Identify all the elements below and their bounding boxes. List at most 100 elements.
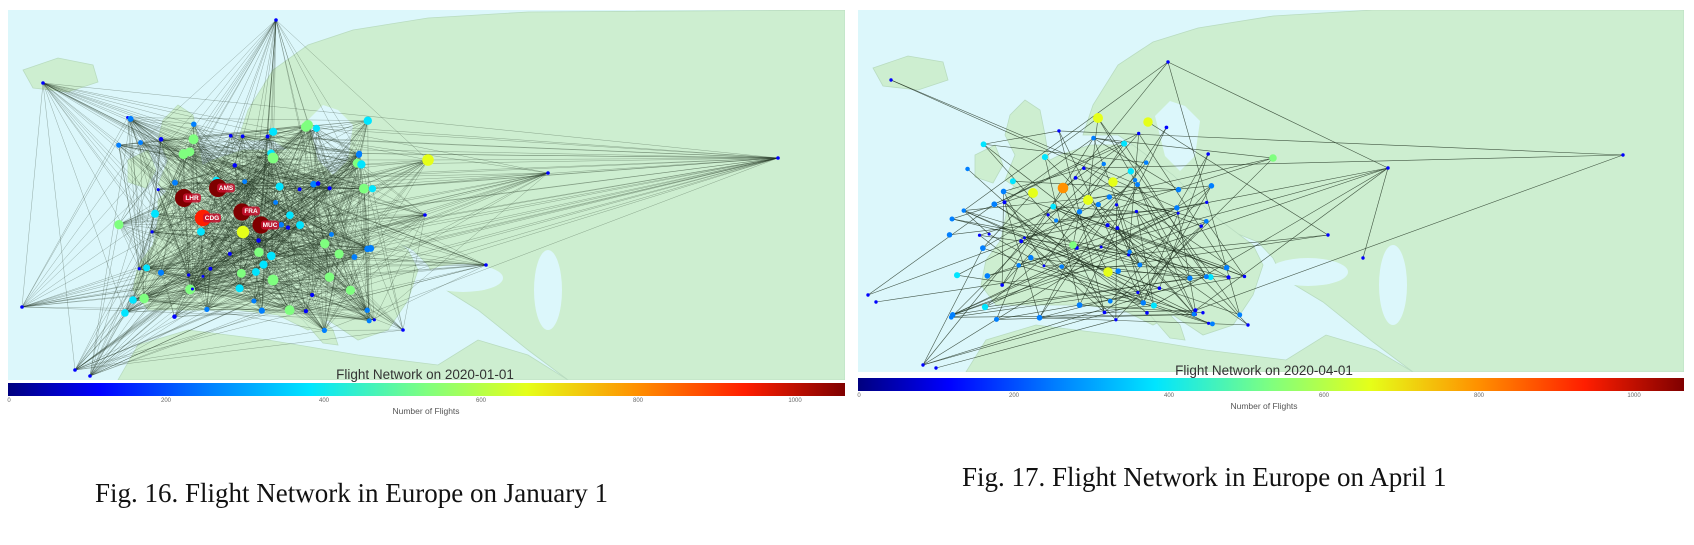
flight-route-1045 — [313, 184, 355, 258]
airport-node-40 — [329, 232, 334, 237]
flight-route-103 — [329, 157, 779, 278]
flight-route-148 — [1039, 204, 1099, 318]
flight-route-377 — [174, 310, 262, 317]
flight-route-1072 — [307, 124, 355, 258]
flight-route-163 — [1062, 187, 1109, 273]
flight-route-116 — [316, 128, 779, 159]
flight-route-114 — [952, 221, 1207, 316]
airport-node-82 — [1132, 177, 1138, 183]
colorbar-tick: 400 — [1163, 393, 1175, 399]
flight-route-1104 — [261, 159, 272, 311]
flight-route-494 — [146, 267, 313, 296]
flight-route-47 — [1137, 184, 1191, 279]
flight-route-66 — [140, 19, 277, 143]
flight-route-132 — [1176, 202, 1207, 209]
airport-node-54 — [965, 166, 970, 172]
flight-route-137 — [354, 256, 487, 266]
hub-label-cdg: CDG — [205, 215, 219, 222]
airport-node-46 — [324, 272, 335, 282]
flight-route-119 — [1117, 227, 1155, 306]
flight-route-143 — [1079, 127, 1167, 306]
airport-node-27 — [1208, 183, 1215, 189]
flight-route-737 — [174, 159, 272, 183]
airport-node-62 — [186, 273, 191, 277]
airport-node-27 — [275, 182, 284, 191]
airport-node-73 — [201, 274, 205, 278]
airport-node-56 — [1134, 209, 1139, 214]
flight-route-107 — [1129, 251, 1141, 266]
flight-route-619 — [202, 136, 243, 277]
flight-route-88 — [985, 276, 1207, 308]
flight-route-149 — [1021, 240, 1160, 289]
flight-routes — [21, 19, 779, 377]
flight-route-1108 — [217, 187, 263, 311]
airport-node-37 — [284, 305, 295, 316]
airport-node-1 — [866, 293, 870, 297]
flight-route-1 — [42, 82, 779, 159]
flight-route-1005 — [118, 145, 185, 199]
flight-route-817 — [329, 164, 362, 278]
flight-route-176 — [74, 288, 193, 371]
flight-route-1121 — [305, 294, 313, 312]
airport-node-71 — [256, 238, 261, 243]
flight-route-122 — [427, 157, 779, 161]
flight-route-834 — [299, 120, 368, 190]
flight-route-764 — [193, 124, 217, 181]
flight-route-121 — [956, 274, 1154, 306]
flight-route-1057 — [206, 187, 219, 310]
flight-route-39 — [1104, 309, 1196, 313]
flight-route-19 — [1147, 121, 1329, 236]
flight-route-397 — [305, 311, 370, 322]
airport-node-74 — [345, 285, 355, 295]
airport-node-65 — [1226, 275, 1231, 280]
flight-route-125 — [951, 163, 1104, 318]
flight-route-955 — [188, 252, 259, 276]
flight-route-997 — [118, 145, 314, 185]
colorbar-tick: 600 — [1318, 393, 1330, 399]
flight-route-134 — [952, 207, 1177, 316]
airport-node-24 — [178, 149, 189, 160]
flight-route-17 — [1195, 154, 1624, 311]
flight-route-949 — [305, 253, 340, 312]
flight-route-1076 — [229, 240, 259, 255]
flight-route-79 — [983, 143, 1147, 163]
flight-route-50 — [956, 196, 1110, 276]
flight-route-126 — [1053, 206, 1137, 212]
flight-route-27 — [42, 82, 429, 161]
flight-route-6 — [922, 61, 1169, 366]
black-sea — [423, 264, 503, 292]
flight-route-13 — [952, 167, 1389, 316]
flight-route-1006 — [118, 145, 244, 233]
airport-node-26 — [278, 221, 284, 228]
airport-node-103 — [1103, 267, 1113, 277]
flight-route-1100 — [229, 183, 319, 254]
flight-route-1133 — [183, 128, 317, 199]
flight-route-842 — [140, 142, 325, 331]
flight-route-71 — [118, 19, 277, 225]
flight-route-77 — [374, 172, 549, 320]
flight-route-399 — [263, 264, 370, 322]
airport-node-38 — [252, 268, 260, 276]
flight-route-709 — [253, 300, 290, 311]
flight-route-1161 — [263, 157, 274, 265]
airport-node-23 — [143, 264, 151, 272]
flight-route-101 — [331, 157, 779, 235]
map-title: Flight Network on 2020-04-01 — [1175, 363, 1353, 378]
flight-route-753 — [331, 159, 429, 235]
flight-route-246 — [127, 117, 202, 232]
colorbar — [858, 378, 1684, 391]
airport-node-99 — [267, 274, 279, 286]
airport-node-36 — [993, 316, 999, 322]
flight-route-24 — [935, 319, 1116, 369]
flight-route-137 — [1129, 251, 1207, 277]
flight-route-167 — [74, 188, 330, 371]
flight-route-142 — [1039, 127, 1167, 318]
airport-node-20 — [1105, 223, 1110, 228]
flight-route-18 — [1128, 234, 1329, 256]
flight-route-37 — [21, 118, 131, 308]
flight-route-153 — [952, 212, 1179, 316]
airport-node-37 — [1009, 178, 1016, 185]
flight-route-1027 — [307, 124, 371, 249]
airport-node-104 — [1069, 241, 1077, 249]
flight-route-886 — [239, 288, 351, 291]
